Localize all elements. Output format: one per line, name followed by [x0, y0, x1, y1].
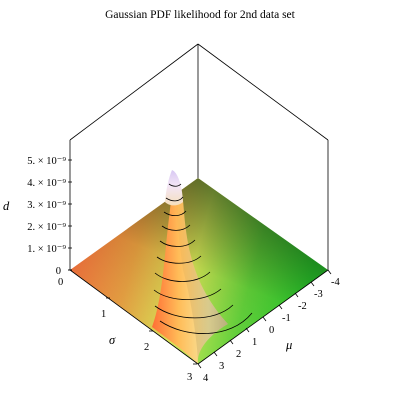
x-tick-neg4: -4: [331, 277, 340, 288]
x-tick-4: 4: [203, 373, 209, 384]
y-tick-1: 1: [101, 309, 106, 320]
x-tick-neg1: -1: [282, 313, 291, 324]
x-tick-1: 1: [252, 337, 257, 348]
x-tick-neg3: -3: [314, 289, 323, 300]
x-tick-3: 3: [219, 361, 224, 372]
y-tick-2: 2: [144, 342, 149, 353]
x-tick-0: 0: [269, 325, 274, 336]
z-tick-2: 2. × 10⁻⁹: [27, 222, 66, 233]
y-axis-label: σ: [109, 333, 116, 347]
z-tick-3: 3. × 10⁻⁹: [27, 200, 66, 211]
y-tick-0: 0: [58, 277, 63, 288]
z-axis-label: d: [3, 199, 10, 213]
z-tick-1: 1. × 10⁻⁹: [27, 244, 66, 255]
y-axis: 0 1 2 3 σ: [58, 269, 197, 383]
contour-lines: [153, 183, 253, 334]
z-tick-4: 4. × 10⁻⁹: [27, 178, 66, 189]
z-tick-5: 5. × 10⁻⁹: [27, 156, 66, 167]
x-axis-label: μ: [285, 338, 292, 352]
chart-title: Gaussian PDF likelihood for 2nd data set: [105, 9, 296, 21]
z-axis: 0 1. × 10⁻⁹ 2. × 10⁻⁹ 3. × 10⁻⁹ 4. × 10⁻…: [3, 156, 72, 277]
x-axis: 4 3 2 1 0 -1 -2 -3 -4 μ: [197, 269, 340, 384]
z-tick-0: 0: [56, 266, 61, 277]
surface-ridge: [152, 170, 228, 364]
y-tick-3: 3: [187, 372, 192, 383]
surface-floor-shade: [70, 178, 328, 364]
x-tick-neg2: -2: [298, 301, 307, 312]
x-tick-2: 2: [236, 349, 241, 360]
